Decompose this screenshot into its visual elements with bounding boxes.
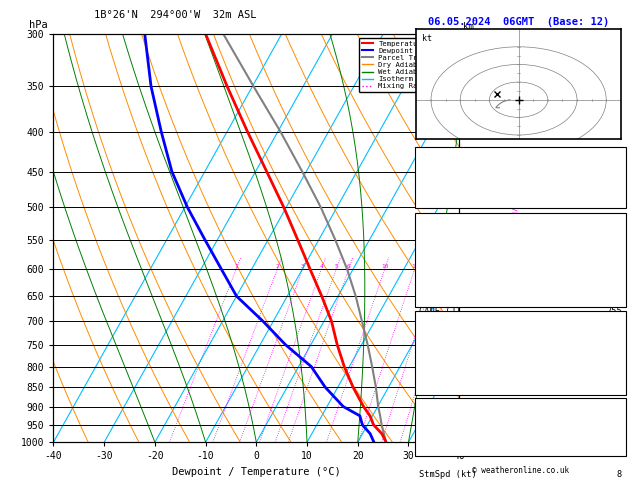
Text: CIN (J): CIN (J) [419, 329, 455, 338]
Text: 6: 6 [347, 264, 350, 269]
Text: 755: 755 [606, 384, 622, 393]
Text: 3: 3 [617, 405, 622, 415]
Text: 349: 349 [606, 264, 622, 274]
Text: 10: 10 [381, 264, 389, 269]
Text: θᴇ (K): θᴇ (K) [419, 341, 450, 350]
Text: 3: 3 [617, 329, 622, 338]
Text: Pressure (mb): Pressure (mb) [419, 320, 487, 329]
Text: LCL: LCL [459, 422, 481, 431]
Text: Mixing Ratio (g/kg): Mixing Ratio (g/kg) [511, 191, 520, 286]
Text: Hodograph: Hodograph [497, 399, 544, 409]
Text: 35: 35 [611, 428, 622, 437]
Text: -4: -4 [611, 286, 622, 295]
Text: StmSpd (kt): StmSpd (kt) [419, 470, 477, 480]
Text: 4: 4 [320, 264, 323, 269]
Text: 5.41: 5.41 [601, 199, 622, 208]
Text: Lifted Index: Lifted Index [419, 363, 482, 372]
Text: 25: 25 [450, 264, 458, 269]
Text: StmDir: StmDir [419, 449, 450, 458]
Text: km
ASL: km ASL [463, 22, 479, 40]
Text: 35: 35 [611, 156, 622, 165]
Text: hPa: hPa [29, 20, 48, 30]
X-axis label: Dewpoint / Temperature (°C): Dewpoint / Temperature (°C) [172, 467, 341, 477]
Text: Most Unstable: Most Unstable [486, 313, 555, 322]
Text: CAPE (J): CAPE (J) [419, 307, 461, 316]
Text: 17: 17 [611, 406, 622, 416]
Text: © weatheronline.co.uk: © weatheronline.co.uk [472, 466, 569, 475]
Text: 5: 5 [335, 264, 338, 269]
Text: 1: 1 [235, 264, 238, 269]
Text: Lifted Index: Lifted Index [419, 286, 482, 295]
Text: Temp (°C): Temp (°C) [419, 222, 466, 231]
Text: CIN (J): CIN (J) [419, 405, 455, 415]
Text: 1011: 1011 [601, 320, 622, 329]
Text: PW (cm): PW (cm) [419, 199, 455, 208]
Text: Surface: Surface [502, 215, 539, 224]
Text: SREH: SREH [419, 428, 440, 437]
Legend: Temperature, Dewpoint, Parcel Trajectory, Dry Adiabat, Wet Adiabat, Isotherm, Mi: Temperature, Dewpoint, Parcel Trajectory… [359, 37, 455, 92]
Text: 20: 20 [433, 264, 440, 269]
Text: EH: EH [419, 406, 430, 416]
Text: -4: -4 [611, 363, 622, 372]
Text: CAPE (J): CAPE (J) [419, 384, 461, 393]
Text: K: K [419, 156, 424, 165]
Text: 23.2: 23.2 [601, 243, 622, 252]
Text: 8: 8 [617, 470, 622, 480]
Text: 3: 3 [301, 264, 304, 269]
Text: Dewp (°C): Dewp (°C) [419, 243, 466, 252]
Text: kt: kt [422, 35, 432, 43]
Text: 25.6: 25.6 [601, 222, 622, 231]
Text: 349: 349 [606, 341, 622, 350]
Text: 2: 2 [276, 264, 279, 269]
Text: 44: 44 [611, 177, 622, 187]
Text: Totals Totals: Totals Totals [419, 177, 487, 187]
Text: 295°: 295° [601, 449, 622, 458]
Text: 15: 15 [411, 264, 418, 269]
Text: 06.05.2024  06GMT  (Base: 12): 06.05.2024 06GMT (Base: 12) [428, 17, 610, 27]
Text: θᴇ(K): θᴇ(K) [419, 264, 445, 274]
Text: 1B°26'N  294°00'W  32m ASL: 1B°26'N 294°00'W 32m ASL [94, 10, 257, 20]
Text: 755: 755 [606, 307, 622, 316]
